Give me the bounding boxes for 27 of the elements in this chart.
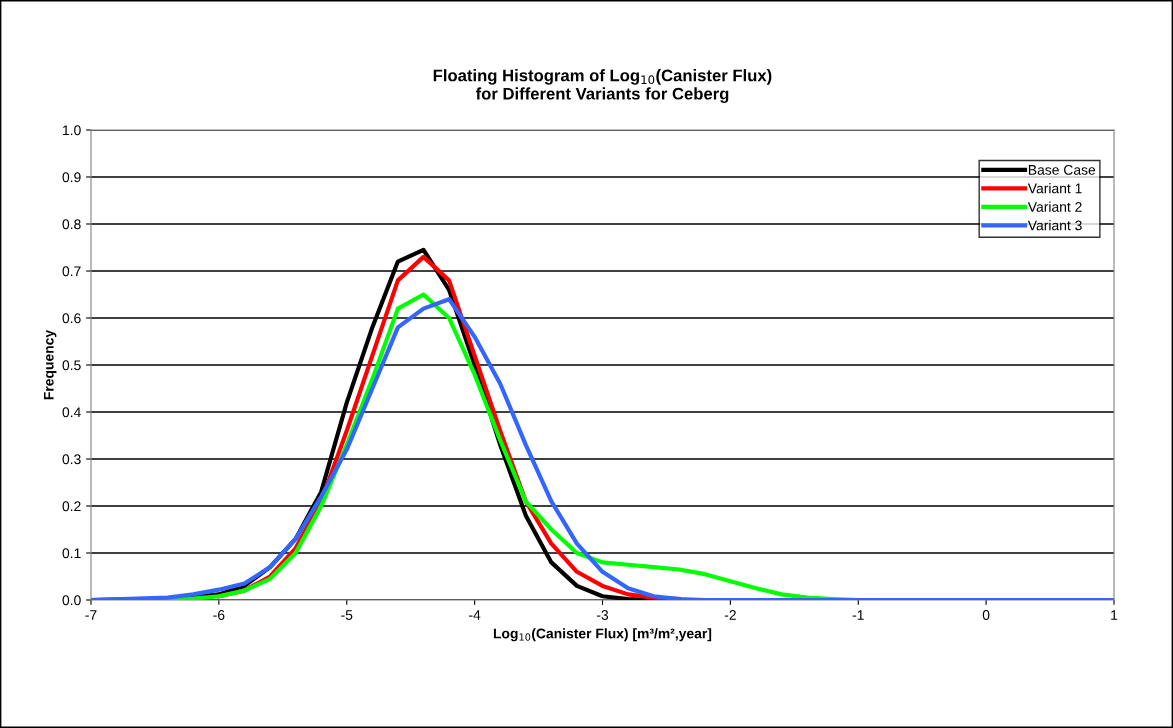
x-tick-label: -2 <box>724 610 736 620</box>
x-tick-label: -6 <box>213 610 225 620</box>
x-tick-label: -4 <box>469 610 481 620</box>
x-tick-label: 0 <box>982 610 990 620</box>
x-tick-label: -3 <box>596 610 609 620</box>
y-tick-label: 0.2 <box>62 501 81 512</box>
y-tick-label: 0.7 <box>62 266 81 277</box>
y-tick-label: 0.3 <box>62 454 81 465</box>
y-tick-label: 0.4 <box>62 407 81 418</box>
legend-label: Variant 2 <box>1027 201 1082 212</box>
y-tick-label: 0.9 <box>62 172 81 183</box>
legend-label: Base Case <box>1028 164 1096 175</box>
y-tick-label: 0.6 <box>62 313 81 324</box>
x-tick-label: -5 <box>341 610 353 620</box>
x-tick-label: -7 <box>85 610 97 620</box>
y-tick-label: 0.0 <box>62 595 81 606</box>
y-axis-title: Frequency <box>43 329 57 400</box>
y-tick-label: 0.1 <box>62 548 81 559</box>
y-tick-label: 0.5 <box>62 360 81 371</box>
legend-label: Variant 3 <box>1027 220 1082 231</box>
chart-title: Floating Histogram of Log$_{10}$(Canister Flux) for Different Variants for Ceberg <box>433 69 772 103</box>
y-tick-label: 1.0 <box>63 125 81 136</box>
x-tick-label: 1 <box>1111 610 1118 620</box>
x-tick-label: -1 <box>852 610 864 620</box>
x-axis-title: Log$_{10}$(Canister Flux) [m³/m²,year] <box>493 628 712 642</box>
y-tick-label: 0.8 <box>62 219 81 230</box>
legend-label: Variant 1 <box>1027 183 1082 194</box>
